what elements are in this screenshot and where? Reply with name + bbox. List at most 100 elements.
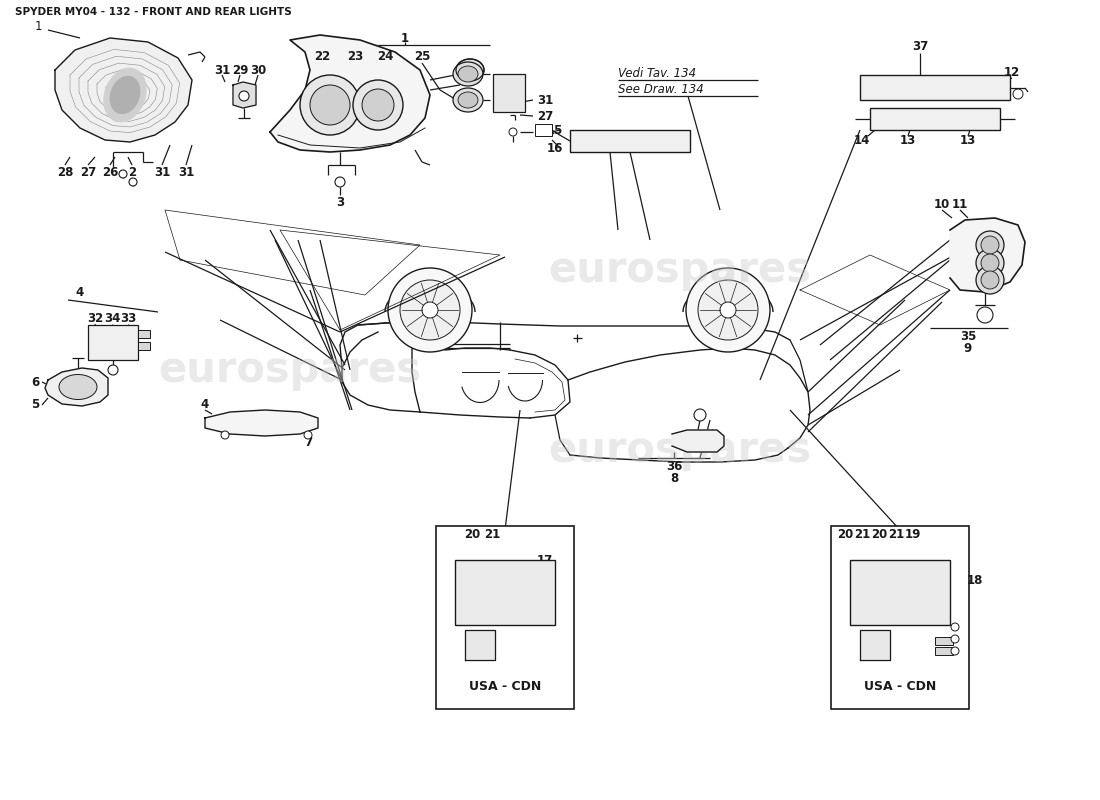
Text: 9: 9 <box>964 342 972 355</box>
Circle shape <box>119 170 126 178</box>
Text: 18: 18 <box>967 574 983 586</box>
Ellipse shape <box>456 59 484 81</box>
Text: USA - CDN: USA - CDN <box>469 680 541 693</box>
Text: 32: 32 <box>87 311 103 325</box>
FancyBboxPatch shape <box>455 560 556 625</box>
Circle shape <box>221 431 229 439</box>
Text: 6: 6 <box>31 375 40 389</box>
Text: 3: 3 <box>336 195 344 209</box>
Circle shape <box>310 85 350 125</box>
Polygon shape <box>672 430 724 452</box>
Text: 7: 7 <box>304 437 312 450</box>
Text: 19: 19 <box>905 529 921 542</box>
Polygon shape <box>205 410 318 436</box>
Text: 34: 34 <box>103 311 120 325</box>
Text: See Draw. 134: See Draw. 134 <box>618 83 704 96</box>
Circle shape <box>976 231 1004 259</box>
Ellipse shape <box>110 77 140 114</box>
Text: eurospares: eurospares <box>549 429 812 471</box>
Text: 21: 21 <box>484 529 500 542</box>
FancyBboxPatch shape <box>88 325 138 360</box>
Polygon shape <box>465 630 495 660</box>
Circle shape <box>353 80 403 130</box>
Polygon shape <box>55 38 192 142</box>
Text: 16: 16 <box>547 142 563 154</box>
Text: 12: 12 <box>1004 66 1020 78</box>
Text: 30: 30 <box>250 63 266 77</box>
Polygon shape <box>860 630 890 660</box>
Text: 4: 4 <box>76 286 84 299</box>
Ellipse shape <box>458 92 478 108</box>
FancyBboxPatch shape <box>436 526 574 709</box>
Text: 26: 26 <box>537 126 553 138</box>
Circle shape <box>1013 89 1023 99</box>
Text: 31: 31 <box>178 166 194 178</box>
Text: 31: 31 <box>154 166 170 178</box>
FancyBboxPatch shape <box>138 342 150 350</box>
Text: 13: 13 <box>960 134 976 146</box>
Text: 10: 10 <box>934 198 950 210</box>
Circle shape <box>304 431 312 439</box>
Text: SPYDER MY04 - 132 - FRONT AND REAR LIGHTS: SPYDER MY04 - 132 - FRONT AND REAR LIGHT… <box>15 7 292 17</box>
Text: 11: 11 <box>952 198 968 210</box>
Text: eurospares: eurospares <box>158 349 421 391</box>
Text: 23: 23 <box>346 50 363 63</box>
Circle shape <box>977 307 993 323</box>
Text: USA - CDN: USA - CDN <box>864 680 936 693</box>
Circle shape <box>952 647 959 655</box>
Circle shape <box>981 254 999 272</box>
FancyBboxPatch shape <box>570 130 690 152</box>
Circle shape <box>239 91 249 101</box>
Circle shape <box>976 266 1004 294</box>
Text: 21: 21 <box>888 529 904 542</box>
Circle shape <box>336 177 345 187</box>
Text: Vedi Tav. 134: Vedi Tav. 134 <box>618 67 696 80</box>
Text: 20: 20 <box>464 529 480 542</box>
Circle shape <box>981 271 999 289</box>
Polygon shape <box>233 82 256 108</box>
Text: 21: 21 <box>854 529 870 542</box>
FancyBboxPatch shape <box>535 124 552 136</box>
Ellipse shape <box>104 68 146 122</box>
Text: 25: 25 <box>414 50 430 63</box>
Text: 20: 20 <box>837 529 854 542</box>
FancyBboxPatch shape <box>138 330 150 338</box>
Text: 14: 14 <box>854 134 870 146</box>
Text: 4: 4 <box>201 398 209 411</box>
Circle shape <box>108 365 118 375</box>
Text: 35: 35 <box>960 330 976 343</box>
FancyBboxPatch shape <box>493 74 525 112</box>
FancyBboxPatch shape <box>935 647 953 655</box>
Circle shape <box>694 409 706 421</box>
Text: 26: 26 <box>102 166 118 178</box>
Circle shape <box>952 635 959 643</box>
Circle shape <box>400 280 460 340</box>
Ellipse shape <box>456 59 484 81</box>
Text: 13: 13 <box>900 134 916 146</box>
Text: 1: 1 <box>34 21 42 34</box>
Text: 20: 20 <box>871 529 887 542</box>
Text: 27: 27 <box>537 110 553 122</box>
Circle shape <box>422 302 438 318</box>
FancyBboxPatch shape <box>860 75 1010 100</box>
Circle shape <box>129 178 138 186</box>
Text: 31: 31 <box>213 63 230 77</box>
Polygon shape <box>950 218 1025 292</box>
Polygon shape <box>45 368 108 406</box>
Text: 33: 33 <box>120 311 136 325</box>
Ellipse shape <box>453 88 483 112</box>
Circle shape <box>720 302 736 318</box>
Text: 31: 31 <box>537 94 553 106</box>
Text: 8: 8 <box>670 473 678 486</box>
Text: 27: 27 <box>80 166 96 178</box>
FancyBboxPatch shape <box>870 108 1000 130</box>
FancyBboxPatch shape <box>935 637 953 645</box>
Circle shape <box>362 89 394 121</box>
Circle shape <box>981 236 999 254</box>
Circle shape <box>698 280 758 340</box>
Text: 5: 5 <box>31 398 40 411</box>
Circle shape <box>300 75 360 135</box>
Text: 29: 29 <box>232 63 249 77</box>
FancyBboxPatch shape <box>850 560 950 625</box>
Text: 37: 37 <box>912 41 928 54</box>
